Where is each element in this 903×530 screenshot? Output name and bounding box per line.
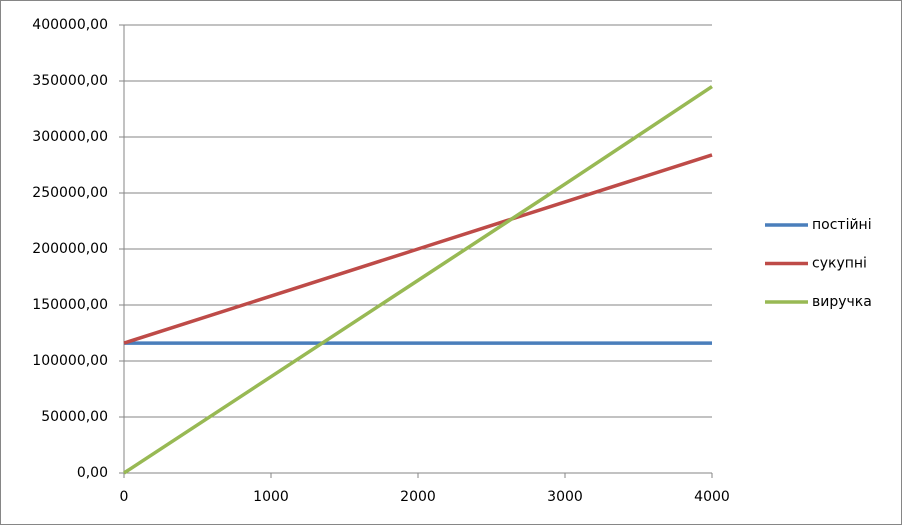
x-tick-label: 1000 (253, 489, 289, 505)
y-tick-label: 50000,00 (41, 409, 108, 425)
y-tick-label: 400000,00 (32, 17, 108, 33)
x-tick-label: 0 (120, 489, 129, 505)
x-tick-label: 2000 (400, 489, 436, 505)
y-tick-label: 250000,00 (32, 185, 108, 201)
y-tick-label: 0,00 (77, 465, 108, 481)
legend-label: постійні (812, 217, 872, 233)
y-tick-label: 150000,00 (32, 297, 108, 313)
y-tick-label: 350000,00 (32, 73, 108, 89)
x-tick-label: 3000 (547, 489, 583, 505)
legend-label: сукупні (812, 256, 867, 272)
y-tick-label: 200000,00 (32, 241, 108, 257)
x-tick-label: 4000 (694, 489, 730, 505)
series-line (123, 153, 713, 345)
y-tick-label: 300000,00 (32, 129, 108, 145)
legend-label: виручка (812, 294, 872, 310)
series-line (123, 85, 713, 475)
y-tick-label: 100000,00 (32, 353, 108, 369)
